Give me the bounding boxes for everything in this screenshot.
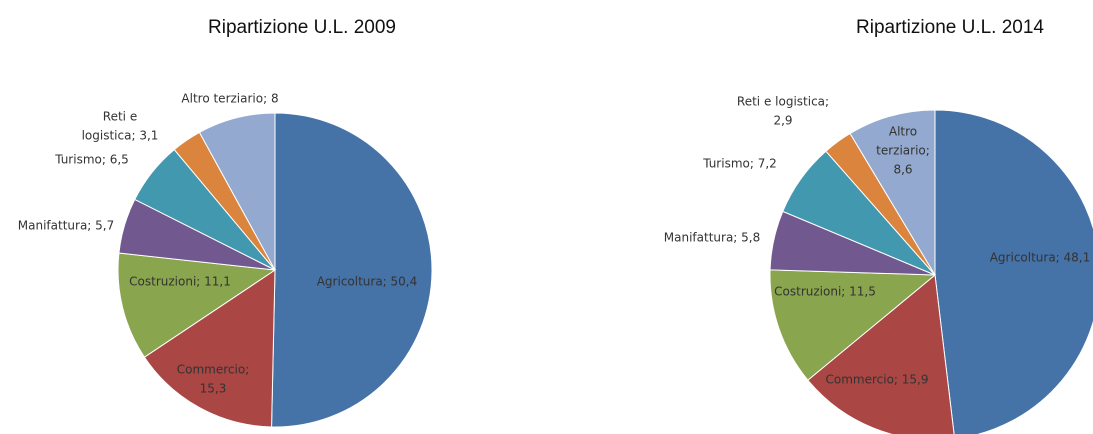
data-label: Reti e: [103, 110, 137, 124]
data-label: Turismo; 6,5: [54, 153, 129, 167]
data-label: 2,9: [773, 114, 792, 128]
data-label: Costruzioni; 11,1: [129, 275, 231, 289]
data-label: Manifattura; 5,7: [18, 219, 114, 233]
data-label: Agricoltura; 50,4: [317, 275, 418, 289]
data-label: Manifattura; 5,8: [664, 231, 760, 245]
data-label: terziario;: [876, 144, 930, 158]
pie-slice: [849, 109, 936, 277]
data-label: Altro: [889, 125, 917, 139]
data-label: Commercio;: [177, 363, 249, 377]
data-label: Turismo; 7,2: [702, 157, 777, 171]
data-label: Commercio; 15,9: [825, 373, 928, 387]
pie-slice: [271, 112, 433, 428]
pie-slice: [769, 269, 937, 381]
pie-slice: [807, 274, 955, 434]
pie-slice: [117, 252, 277, 358]
data-label: Reti e logistica;: [737, 95, 829, 109]
data-label: logistica; 3,1: [82, 129, 159, 143]
pie-slice: [934, 109, 1093, 434]
data-label: 15,3: [200, 382, 227, 396]
pie-slice: [198, 112, 276, 271]
data-label: Agricoltura; 48,1: [990, 251, 1091, 265]
data-label: Altro terziario; 8: [181, 92, 278, 106]
chart-title: Ripartizione U.L. 2009: [208, 17, 396, 38]
data-label: Costruzioni; 11,5: [774, 285, 876, 299]
data-label: 8,6: [893, 163, 912, 177]
pie-slice: [143, 269, 276, 428]
chart-title: Ripartizione U.L. 2014: [856, 17, 1044, 38]
